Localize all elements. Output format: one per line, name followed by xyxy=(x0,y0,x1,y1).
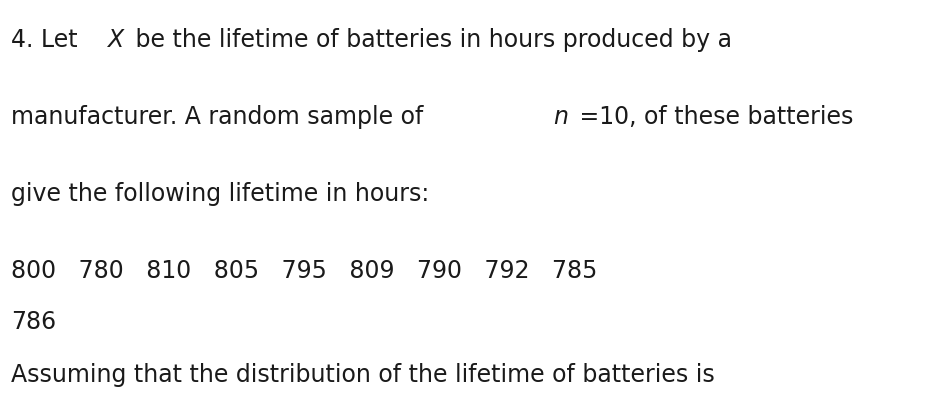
Text: give the following lifetime in hours:: give the following lifetime in hours: xyxy=(11,182,430,206)
Text: Assuming that the distribution of the lifetime of batteries is: Assuming that the distribution of the li… xyxy=(11,363,715,387)
Text: X: X xyxy=(107,28,123,52)
Text: 786: 786 xyxy=(11,310,56,334)
Text: n: n xyxy=(553,105,568,129)
Text: manufacturer. A random sample of: manufacturer. A random sample of xyxy=(11,105,431,129)
Text: 800   780   810   805   795   809   790   792   785: 800 780 810 805 795 809 790 792 785 xyxy=(11,259,598,283)
Text: be the lifetime of batteries in hours produced by a: be the lifetime of batteries in hours pr… xyxy=(128,28,732,52)
Text: =10, of these batteries: =10, of these batteries xyxy=(572,105,854,129)
Text: 4. Let: 4. Let xyxy=(11,28,85,52)
